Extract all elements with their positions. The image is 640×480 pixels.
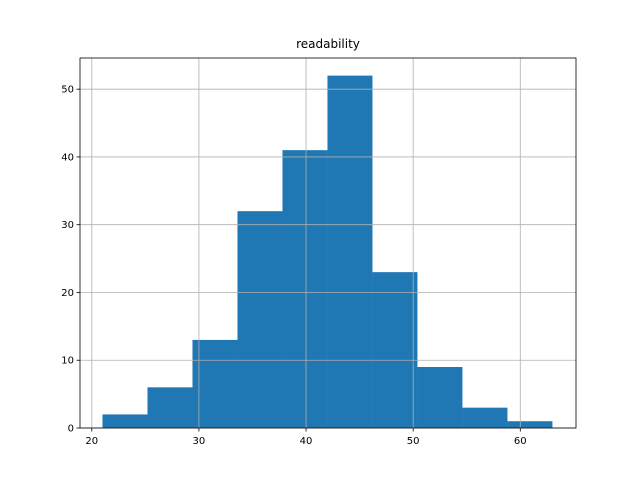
x-tick-label: 40	[300, 436, 313, 447]
y-tick-label: 20	[61, 288, 74, 299]
x-tick-label: 20	[85, 436, 98, 447]
bar	[282, 150, 328, 428]
y-tick-label: 10	[61, 356, 74, 367]
bar	[417, 367, 463, 428]
bar	[507, 421, 553, 428]
bar	[102, 414, 148, 428]
bar	[192, 339, 238, 428]
chart-title: readability	[296, 37, 360, 51]
plot-frame	[79, 57, 577, 429]
x-tick-label: 30	[193, 436, 206, 447]
y-tick-label: 30	[61, 220, 74, 231]
bar	[147, 387, 193, 428]
x-tick-label: 60	[514, 436, 527, 447]
bar	[462, 407, 508, 428]
bar	[237, 211, 283, 428]
y-tick-label: 40	[61, 152, 74, 163]
bar	[372, 272, 418, 428]
y-tick-label: 50	[61, 85, 74, 96]
y-tick-label: 0	[68, 424, 74, 435]
bar	[327, 75, 373, 428]
x-tick-label: 50	[407, 436, 420, 447]
